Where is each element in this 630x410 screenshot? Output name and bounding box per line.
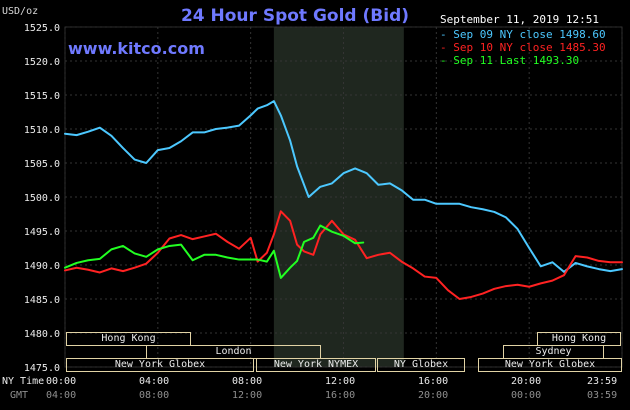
session-newyork-nymex-label: New York NYMEX xyxy=(273,359,359,370)
x-tick-gmt-0: 04:00 xyxy=(46,390,77,401)
session-ny-globex-label: NY Globex xyxy=(393,359,449,370)
y-tick-label: 1475.0 xyxy=(24,363,60,374)
y-tick-label: 1495.0 xyxy=(24,227,60,238)
x-tick-ny-5: 20:00 xyxy=(511,376,542,387)
y-tick-label: 1525.0 xyxy=(24,23,60,34)
x-tick-gmt-6: 03:59 xyxy=(587,390,618,401)
series-line-3 xyxy=(64,224,365,279)
y-tick-label: 1480.0 xyxy=(24,329,60,340)
session-sydney: Sydney xyxy=(503,345,604,359)
x-tick-gmt-3: 16:00 xyxy=(325,390,356,401)
session-hongkong-2-label: Hong Kong xyxy=(551,333,607,344)
session-london: London xyxy=(146,345,321,359)
x-tick-ny-3: 12:00 xyxy=(325,376,356,387)
session-london-label: London xyxy=(215,346,252,357)
legend-dash-sep10: - xyxy=(440,41,447,54)
x-tick-ny-6: 23:59 xyxy=(587,376,618,387)
legend-label-sep11: Sep 11 Last 1493.30 xyxy=(453,54,580,67)
legend-dash-sep11: - xyxy=(440,54,447,67)
legend-item-sep09: - Sep 09 NY close 1498.60 xyxy=(440,28,606,41)
session-sydney-label: Sydney xyxy=(535,346,572,357)
x-tick-ny-1: 04:00 xyxy=(139,376,170,387)
page-title: 24 Hour Spot Gold (Bid) xyxy=(180,6,410,26)
x-tick-gmt-4: 20:00 xyxy=(418,390,449,401)
legend-dash-sep09: - xyxy=(440,28,447,41)
y-tick-label: 1500.0 xyxy=(24,193,60,204)
grid-lines xyxy=(64,26,623,368)
legend-label-sep10: Sep 10 NY close 1485.30 xyxy=(453,41,606,54)
session-newyork-globex-2-label: New York Globex xyxy=(504,359,596,370)
x-tick-gmt-2: 12:00 xyxy=(232,390,263,401)
session-newyork-globex-1: New York Globex xyxy=(66,358,254,372)
x-tick-ny-2: 08:00 xyxy=(232,376,263,387)
legend-item-sep11: - Sep 11 Last 1493.30 xyxy=(440,54,579,67)
session-newyork-globex-2: New York Globex xyxy=(478,358,622,372)
session-newyork-globex-1-label: New York Globex xyxy=(114,359,206,370)
legend-label-sep09: Sep 09 NY close 1498.60 xyxy=(453,28,606,41)
x-tick-gmt-5: 00:00 xyxy=(511,390,542,401)
legend-item-sep10: - Sep 10 NY close 1485.30 xyxy=(440,41,606,54)
y-tick-label: 1515.0 xyxy=(24,91,60,102)
datestamp: September 11, 2019 12:51 xyxy=(440,13,599,26)
session-hongkong-2: Hong Kong xyxy=(537,332,621,346)
ny-session-highlight-region xyxy=(273,27,404,367)
y-tick-label: 1510.0 xyxy=(24,125,60,136)
session-hongkong-1: Hong Kong xyxy=(66,332,191,346)
series-line-1 xyxy=(64,100,623,273)
y-tick-label: 1520.0 xyxy=(24,57,60,68)
series-layer xyxy=(64,100,623,300)
session-ny-globex: NY Globex xyxy=(377,358,465,372)
y-axis-unit: USD/oz xyxy=(2,6,39,17)
session-hongkong-1-label: Hong Kong xyxy=(101,333,156,344)
y-tick-label: 1505.0 xyxy=(24,159,60,170)
session-newyork-nymex: New York NYMEX xyxy=(256,358,376,372)
site-link[interactable]: www.kitco.com xyxy=(68,39,205,58)
x-axis-label-gmt: GMT xyxy=(10,390,29,401)
x-tick-gmt-1: 08:00 xyxy=(139,390,170,401)
y-tick-label: 1485.0 xyxy=(24,295,60,306)
x-tick-ny-4: 16:00 xyxy=(418,376,449,387)
y-ticks: 1525.0 1520.0 1515.0 1510.0 1505.0 1500.0 1495… xyxy=(24,23,60,374)
y-tick-label: 1490.0 xyxy=(24,261,60,272)
x-tick-ny-0: 00:00 xyxy=(46,376,77,387)
x-axis-label-ny: NY Time xyxy=(2,376,45,387)
